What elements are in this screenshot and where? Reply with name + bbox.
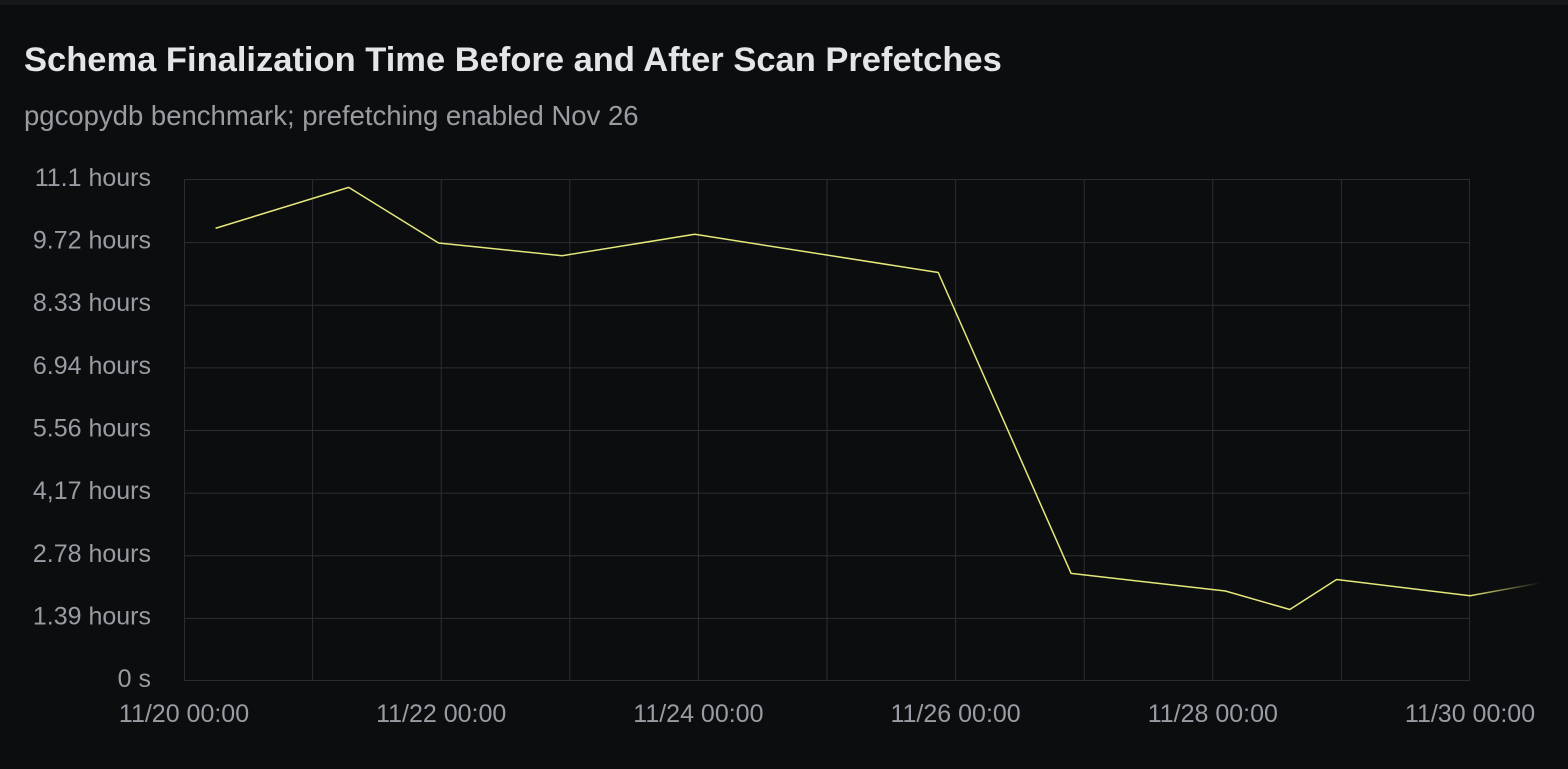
svg-text:8.33 hours: 8.33 hours [33, 289, 151, 317]
svg-text:1.39 hours: 1.39 hours [33, 602, 151, 630]
svg-text:11/28 00:00: 11/28 00:00 [1148, 700, 1278, 728]
svg-text:11.1 hours: 11.1 hours [35, 164, 151, 192]
svg-text:6.94 hours: 6.94 hours [33, 352, 151, 380]
svg-text:0 s: 0 s [118, 665, 151, 693]
svg-text:11/22 00:00: 11/22 00:00 [376, 700, 506, 728]
svg-text:11/30 00:00: 11/30 00:00 [1405, 700, 1535, 728]
svg-text:4,17 hours: 4,17 hours [33, 477, 151, 505]
svg-text:11/26 00:00: 11/26 00:00 [890, 700, 1020, 728]
svg-text:5.56 hours: 5.56 hours [33, 415, 151, 443]
svg-text:11/20 00:00: 11/20 00:00 [119, 700, 249, 728]
svg-text:11/24 00:00: 11/24 00:00 [633, 700, 763, 728]
svg-text:9.72 hours: 9.72 hours [33, 227, 151, 255]
svg-text:2.78 hours: 2.78 hours [33, 540, 151, 568]
